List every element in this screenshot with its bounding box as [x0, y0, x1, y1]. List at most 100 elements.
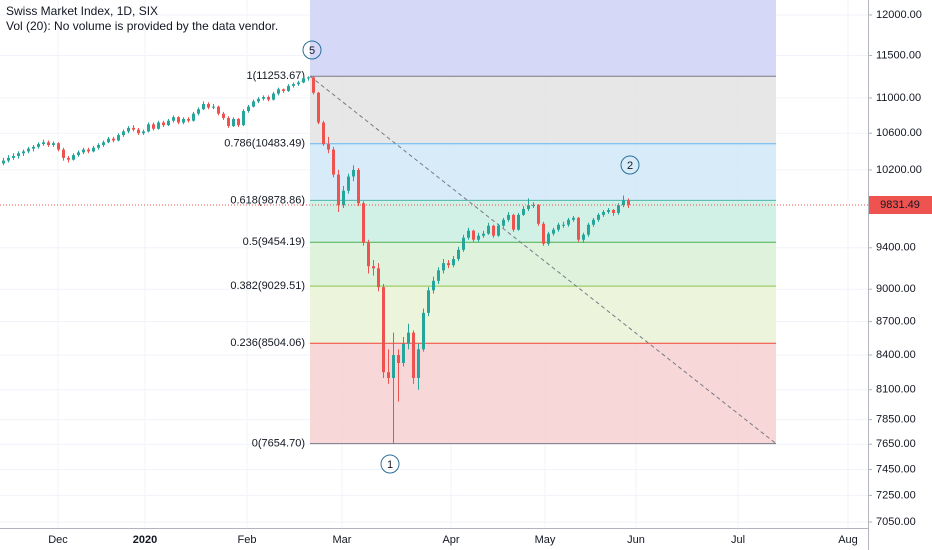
candle-body — [497, 225, 500, 236]
candle-body — [447, 263, 450, 266]
candle-body — [142, 131, 145, 134]
candle-body — [552, 229, 555, 234]
candle-body — [272, 93, 275, 100]
candle-body — [277, 89, 280, 94]
candle-body — [107, 138, 110, 143]
y-tick-label: 8700.00 — [876, 315, 916, 327]
overlay: 5 2 1 — [0, 40, 868, 474]
candle-body — [542, 223, 545, 244]
candle-body — [257, 98, 260, 102]
candle-body — [492, 225, 495, 236]
candle-body — [177, 117, 180, 123]
x-tick-label: Dec — [48, 534, 68, 546]
candles — [2, 76, 630, 444]
candle-body — [397, 355, 400, 364]
candle-body — [42, 142, 45, 145]
y-tick-label: 8400.00 — [876, 349, 916, 361]
candle-body — [167, 120, 170, 126]
candle-body — [507, 214, 510, 220]
y-tick-label: 7250.00 — [876, 489, 916, 501]
candle-body — [322, 122, 325, 145]
candle-body — [62, 149, 65, 158]
wave-label: 5 — [309, 45, 315, 57]
x-tick-label: Jul — [731, 534, 745, 546]
candle-body — [117, 135, 120, 141]
candle-body — [122, 131, 125, 136]
fib-level-label: 0.382(9029.51) — [230, 280, 305, 292]
candle-body — [442, 263, 445, 271]
candle-body — [137, 129, 140, 134]
candle-body — [87, 149, 90, 152]
candle-body — [292, 84, 295, 86]
candle-body — [302, 78, 305, 83]
candle-body — [592, 219, 595, 225]
candle-body — [437, 270, 440, 281]
candle-body — [37, 144, 40, 147]
candle-body — [187, 118, 190, 121]
candle-body — [517, 214, 520, 230]
wave-label: 1 — [387, 459, 393, 471]
candle-body — [387, 372, 390, 379]
candle-body — [527, 205, 530, 210]
candle-body — [367, 242, 370, 267]
candle-body — [92, 147, 95, 152]
candle-body — [227, 118, 230, 127]
candle-body — [27, 148, 30, 152]
last-price-box — [869, 196, 932, 215]
candle-body — [587, 224, 590, 235]
candle-body — [577, 217, 580, 240]
candle-body — [332, 149, 335, 175]
candle-body — [627, 200, 630, 206]
candle-body — [567, 219, 570, 225]
candle-body — [252, 101, 255, 107]
fib-zone — [310, 343, 776, 444]
candle-body — [57, 143, 60, 150]
candle-body — [547, 233, 550, 244]
candle-body — [562, 224, 565, 226]
y-tick-label: 10600.00 — [876, 127, 922, 139]
y-tick-label: 7850.00 — [876, 413, 916, 425]
candle-body — [522, 209, 525, 215]
candle-body — [242, 111, 245, 126]
candle-body — [22, 151, 25, 154]
candle-body — [222, 113, 225, 119]
fib-level-label: 0.786(10483.49) — [224, 138, 305, 150]
fib-zone — [310, 76, 776, 144]
x-tick-label: Aug — [838, 534, 858, 546]
candle-body — [307, 77, 310, 79]
candle-body — [12, 156, 15, 158]
candle-body — [202, 104, 205, 110]
fib-level-label: 0(7654.70) — [252, 438, 305, 450]
wave-circle — [380, 454, 400, 474]
x-tick-label: Apr — [442, 534, 459, 546]
candle-body — [422, 312, 425, 350]
candle-body — [512, 214, 515, 230]
candle-body — [607, 210, 610, 212]
candle-body — [287, 85, 290, 92]
y-tick-label: 9000.00 — [876, 283, 916, 295]
candle-body — [482, 233, 485, 236]
candle-body — [7, 157, 10, 161]
y-tick-label: 9400.00 — [876, 242, 916, 254]
x-tick-label: Jun — [627, 534, 645, 546]
wave-circle — [302, 40, 322, 60]
fib-level-label: 1(11253.67) — [246, 70, 305, 82]
fib-trend-line — [309, 75, 777, 445]
candle-body — [352, 169, 355, 177]
x-tick-label: Mar — [333, 534, 352, 546]
candle-body — [532, 205, 535, 207]
candle-body — [82, 149, 85, 153]
candle-body — [97, 145, 100, 148]
candle-body — [467, 230, 470, 238]
candle-body — [197, 109, 200, 114]
candle-body — [617, 205, 620, 213]
fib-level-label: 0.236(8504.06) — [230, 337, 305, 349]
candle-body — [282, 89, 285, 92]
candle-body — [357, 169, 360, 204]
candle-body — [77, 152, 80, 156]
y-tick-label: 11000.00 — [876, 92, 921, 104]
fib-zone — [310, 143, 776, 201]
candle-body — [622, 200, 625, 206]
candle-body — [342, 190, 345, 206]
candle-body — [427, 290, 430, 313]
